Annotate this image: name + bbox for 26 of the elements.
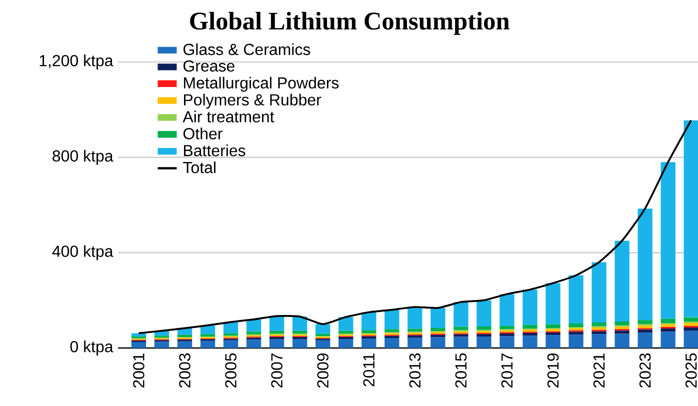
- legend-label: Glass & Ceramics: [183, 43, 310, 56]
- y-tick-label: 400 ktpa: [52, 245, 114, 260]
- x-tick-label: 2009: [317, 353, 328, 388]
- x-tick-label: 2011: [363, 354, 375, 386]
- legend-label: Other: [183, 128, 222, 140]
- y-tick-label: 1,200 ktpa: [40, 54, 114, 70]
- legend-label: Grease: [183, 60, 234, 72]
- x-tick-label: 2019: [547, 353, 559, 388]
- y-tick-label: 800 ktpa: [52, 150, 114, 165]
- x-tick-label: 2023: [639, 353, 651, 388]
- legend-label: Polymers & Rubber: [184, 94, 322, 109]
- x-tick-label: 2017: [501, 354, 513, 388]
- legend-label: Batteries: [184, 144, 246, 156]
- chart-title: Global Lithium Consumption: [190, 12, 510, 35]
- x-tick-label: 2015: [455, 353, 467, 388]
- legend-label: Total: [183, 161, 216, 174]
- x-tick-label: 2005: [225, 353, 236, 388]
- x-tick-label: 2025: [685, 353, 697, 388]
- legend-label: Air treatment: [182, 110, 274, 122]
- x-tick-label: 2021: [593, 354, 605, 388]
- y-tick-label: 0 ktpa: [70, 340, 114, 356]
- legend-label: Metallurgical Powders: [184, 76, 339, 92]
- x-tick-label: 2001: [133, 354, 144, 388]
- x-tick-label: 2003: [179, 353, 190, 388]
- x-tick-label: 2013: [409, 353, 421, 388]
- x-tick-label: 2007: [271, 354, 282, 388]
